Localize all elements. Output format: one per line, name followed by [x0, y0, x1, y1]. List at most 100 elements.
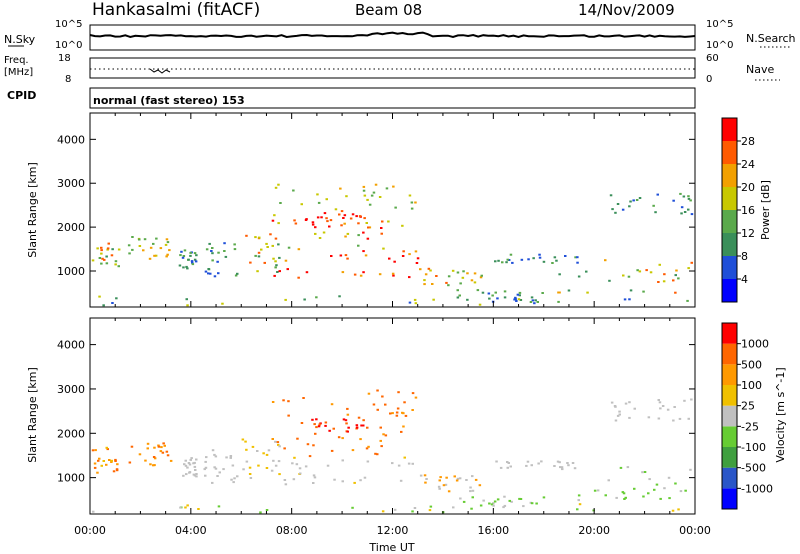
range-gate-cell — [337, 436, 341, 439]
range-gate-cell — [479, 276, 483, 279]
range-gate-cell — [293, 219, 296, 222]
range-gate-cell — [267, 449, 271, 452]
range-gate-cell — [187, 258, 190, 261]
range-gate-cell — [445, 281, 448, 284]
range-gate-cell — [318, 237, 322, 239]
range-gate-cell — [189, 254, 192, 257]
range-gate-cell — [476, 289, 480, 292]
range-gate-cell — [260, 248, 263, 251]
range-gate-cell — [520, 258, 524, 261]
range-gate-cell — [162, 442, 165, 445]
range-gate-cell — [381, 510, 385, 513]
freq-left-tick-top: 18 — [58, 53, 71, 64]
range-gate-cell — [573, 467, 577, 470]
power-colorbar-label: Power [dB] — [759, 180, 772, 240]
range-gate-cell — [633, 407, 636, 410]
range-gate-cell — [419, 474, 423, 477]
range-gate-cell — [372, 403, 376, 406]
range-gate-cell — [154, 254, 158, 257]
range-gate-cell — [325, 217, 328, 220]
range-gate-cell — [401, 224, 404, 227]
range-gate-cell — [357, 234, 360, 237]
range-gate-cell — [364, 254, 368, 257]
range-gate-cell — [368, 226, 372, 229]
range-gate-cell — [311, 223, 315, 226]
range-gate-cell — [259, 511, 262, 514]
range-gate-cell — [179, 254, 182, 257]
range-gate-cell — [624, 496, 627, 499]
range-gate-cell — [186, 304, 189, 307]
range-gate-cell — [181, 256, 185, 259]
range-gate-cell — [480, 274, 483, 277]
range-gate-cell — [184, 506, 187, 509]
range-gate-cell — [362, 189, 366, 192]
range-gate-cell — [278, 445, 281, 448]
range-gate-cell — [339, 254, 343, 257]
range-gate-cell — [222, 468, 225, 471]
range-gate-cell — [98, 257, 102, 259]
range-gate-cell — [223, 242, 226, 245]
range-gate-cell — [410, 201, 414, 204]
range-gate-cell — [533, 302, 536, 305]
range-gate-cell — [362, 271, 365, 274]
range-gate-cell — [256, 270, 259, 273]
range-gate-cell — [115, 297, 118, 300]
range-gate-cell — [142, 249, 145, 252]
range-gate-cell — [414, 396, 418, 399]
range-gate-cell — [623, 298, 627, 301]
range-gate-cell — [493, 500, 497, 503]
range-gate-cell — [312, 482, 315, 484]
range-gate-cell — [257, 464, 260, 467]
range-gate-cell — [621, 208, 625, 211]
power-axes: 1000 2000 3000 4000 — [57, 113, 696, 307]
range-gate-cell — [447, 275, 451, 278]
range-gate-cell — [188, 463, 192, 466]
range-gate-cell — [317, 201, 321, 204]
range-gate-cell — [346, 257, 349, 260]
range-gate-cell — [616, 203, 620, 205]
range-gate-cell — [342, 418, 346, 421]
range-gate-cell — [393, 260, 396, 263]
range-gate-cell — [346, 430, 349, 433]
range-gate-cell — [189, 251, 192, 254]
colorbar-segment — [722, 256, 737, 279]
range-gate-cell — [458, 294, 461, 297]
range-gate-cell — [607, 479, 610, 482]
range-gate-cell — [357, 244, 360, 247]
range-gate-cell — [341, 459, 344, 462]
range-gate-cell — [566, 462, 569, 464]
velocity-colorbar: 1000 500 100 25 -25 -100 -500 -1000 — [721, 322, 773, 510]
range-gate-cell — [138, 245, 142, 247]
range-gate-cell — [509, 465, 512, 468]
range-gate-cell — [429, 505, 433, 508]
range-gate-cell — [403, 456, 406, 459]
range-gate-cell — [256, 450, 259, 452]
range-gate-cell — [276, 271, 279, 273]
range-gate-cell — [541, 292, 544, 294]
range-gate-cell — [494, 260, 497, 263]
x-tick-label: 16:00 — [477, 524, 509, 537]
range-gate-cell — [190, 457, 193, 460]
range-gate-cell — [233, 477, 236, 480]
range-gate-cell — [459, 497, 462, 500]
range-gate-cell — [672, 279, 675, 282]
range-gate-cell — [195, 473, 198, 475]
range-gate-cell — [360, 424, 363, 427]
range-gate-cell — [658, 263, 661, 266]
range-gate-cell — [608, 279, 611, 282]
range-gate-cell — [407, 462, 411, 465]
range-gate-cell — [365, 222, 368, 224]
range-gate-cell — [251, 445, 255, 448]
range-gate-cell — [376, 453, 379, 456]
range-gate-cell — [195, 458, 198, 461]
range-gate-cell — [423, 474, 427, 477]
range-gate-cell — [663, 273, 666, 276]
velocity-scatter-cells — [91, 389, 693, 514]
range-gate-cell — [362, 424, 365, 427]
range-gate-cell — [659, 407, 662, 410]
range-gate-cell — [116, 463, 119, 466]
range-gate-cell — [456, 296, 460, 299]
range-gate-cell — [586, 291, 589, 294]
range-gate-cell — [114, 260, 118, 263]
range-gate-cell — [447, 284, 450, 287]
